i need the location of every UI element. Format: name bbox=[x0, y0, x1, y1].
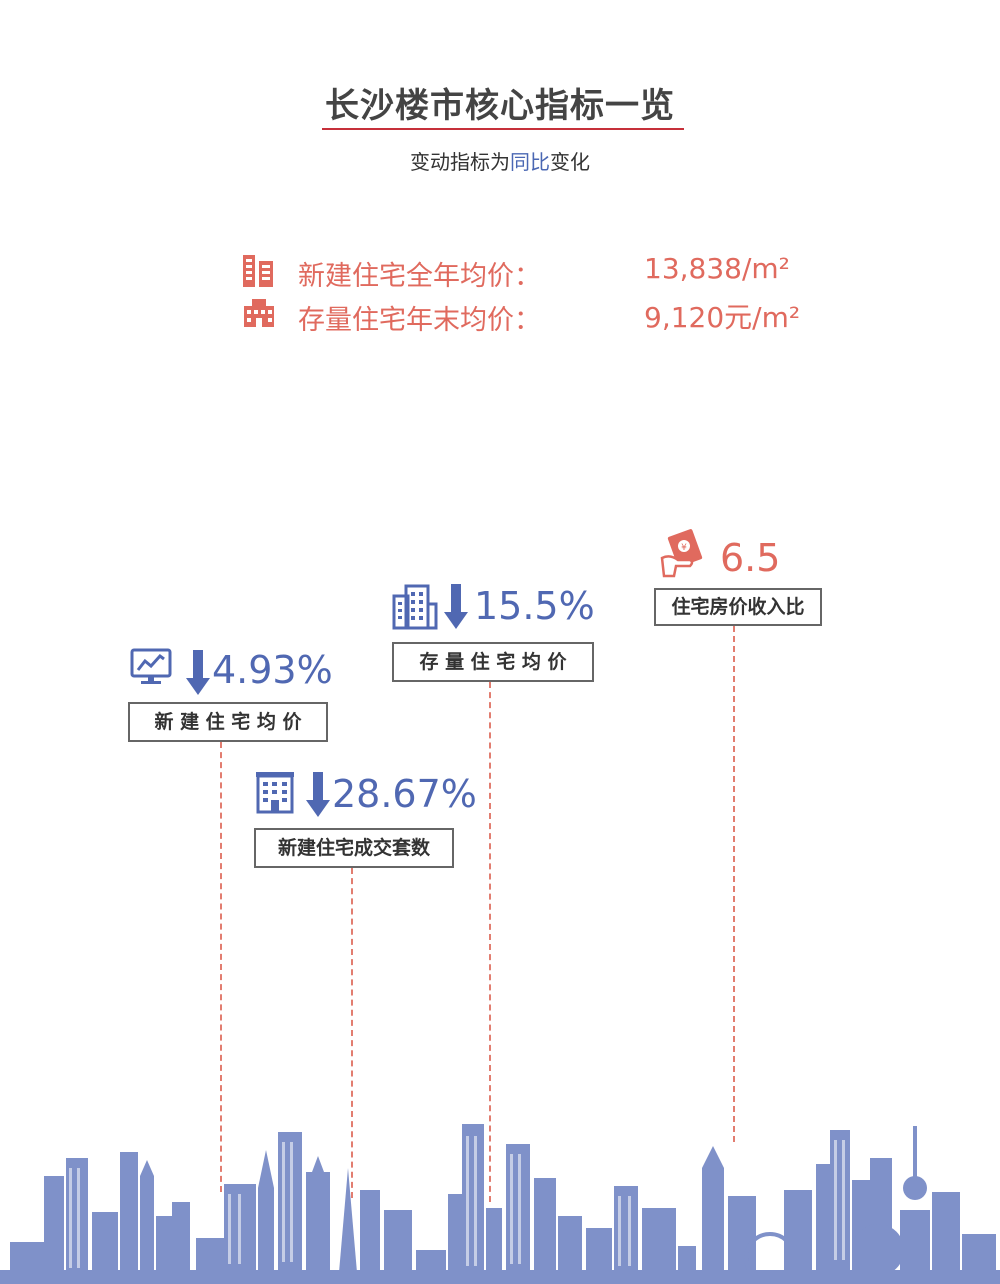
city-skyline-illustration bbox=[0, 1110, 1000, 1284]
metric-value-new-transactions: 28.67% bbox=[332, 772, 477, 816]
subtitle-prefix: 变动指标为 bbox=[410, 150, 510, 174]
metric-value-existing-price: 15.5% bbox=[474, 584, 595, 628]
metric-value-new-price: 4.93% bbox=[212, 648, 333, 692]
page-subtitle: 变动指标为同比变化 bbox=[0, 146, 1000, 175]
down-arrow-icon bbox=[186, 650, 210, 696]
residential-building-icon bbox=[242, 298, 276, 328]
metric-label-new-transactions: 新建住宅成交套数 bbox=[254, 828, 454, 868]
monitor-chart-icon bbox=[130, 648, 172, 686]
stat-value-new-price: 13,838/m² bbox=[644, 252, 790, 285]
svg-text:¥: ¥ bbox=[681, 543, 687, 553]
stat-label-new-price: 新建住宅全年均价： bbox=[298, 261, 541, 292]
office-building-icon bbox=[256, 772, 294, 814]
page-title: 长沙楼市核心指标一览 bbox=[325, 86, 675, 126]
down-arrow-icon bbox=[444, 584, 468, 630]
down-arrow-icon bbox=[306, 772, 330, 818]
tower-buildings-icon bbox=[392, 584, 438, 630]
subtitle-highlight: 同比 bbox=[510, 150, 550, 174]
metric-label-new-price: 新 建 住 宅 均 价 bbox=[128, 702, 328, 742]
subtitle-suffix: 变化 bbox=[550, 150, 590, 174]
metric-label-income-ratio: 住宅房价收入比 bbox=[654, 588, 822, 626]
title-underline bbox=[322, 128, 684, 130]
red-envelope-hand-icon: ¥ bbox=[660, 528, 706, 580]
metric-label-existing-price: 存 量 住 宅 均 价 bbox=[392, 642, 594, 682]
metric-value-income-ratio: 6.5 bbox=[720, 536, 781, 580]
stat-label-existing-price: 存量住宅年末均价： bbox=[298, 305, 541, 336]
leader-line bbox=[733, 626, 735, 1142]
leader-line bbox=[220, 742, 222, 1192]
apartment-building-icon bbox=[242, 254, 274, 288]
leader-line bbox=[489, 682, 491, 1202]
leader-line bbox=[351, 868, 353, 1198]
stat-value-existing-price: 9,120元/m² bbox=[644, 301, 801, 334]
